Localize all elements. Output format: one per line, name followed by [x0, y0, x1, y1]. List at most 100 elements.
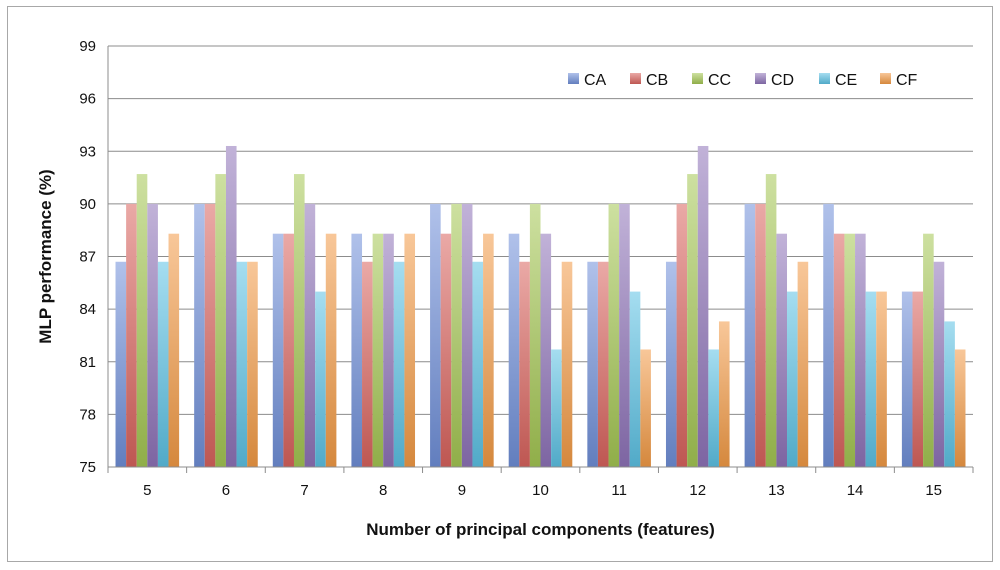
x-axis-title: Number of principal components (features… — [366, 520, 715, 539]
bar-CE-9 — [472, 261, 484, 467]
bar-CF-5 — [168, 233, 180, 467]
axes — [107, 46, 974, 473]
bar-CA-9 — [430, 203, 441, 467]
bar-CA-10 — [508, 233, 520, 467]
bar-CC-14 — [844, 233, 856, 467]
bar-CE-8 — [393, 261, 405, 467]
bar-CD-5 — [147, 203, 158, 467]
x-tick-label: 5 — [143, 482, 151, 499]
bar-CD-13 — [776, 233, 788, 467]
bar-CC-8 — [372, 233, 384, 467]
y-tick-label: 84 — [79, 301, 96, 318]
bar-CA-5 — [115, 261, 127, 467]
bar-CB-12 — [676, 203, 688, 467]
legend-label-CA: CA — [584, 72, 607, 89]
bar-CB-5 — [126, 203, 137, 467]
x-tick-label: 9 — [458, 482, 466, 499]
legend-swatch-CF — [880, 73, 891, 84]
bar-CD-7 — [304, 203, 316, 467]
bar-CE-7 — [315, 291, 326, 467]
bar-CA-11 — [587, 261, 598, 467]
bar-CA-6 — [194, 203, 205, 467]
bar-CC-5 — [136, 174, 148, 467]
bar-CD-8 — [383, 233, 394, 467]
legend-label-CE: CE — [835, 72, 857, 89]
bar-CA-12 — [665, 261, 677, 467]
legend-label-CB: CB — [646, 72, 668, 89]
bar-CB-7 — [283, 233, 294, 467]
x-tick-label: 11 — [611, 482, 627, 499]
bar-CC-12 — [687, 174, 698, 467]
bar-CF-15 — [954, 349, 966, 467]
bar-CC-9 — [451, 203, 462, 467]
bar-CD-14 — [855, 233, 866, 467]
legend-label-CC: CC — [708, 72, 731, 89]
bar-CE-12 — [708, 349, 719, 467]
bar-CC-13 — [765, 174, 777, 467]
y-tick-label: 99 — [79, 38, 96, 55]
bar-CC-11 — [608, 203, 620, 467]
bar-CC-15 — [923, 233, 934, 467]
x-tick-label: 7 — [300, 482, 308, 499]
y-axis-title: MLP performance (%) — [36, 169, 55, 343]
legend-swatch-CE — [819, 73, 830, 84]
bar-CD-10 — [540, 233, 552, 467]
y-tick-labels: 75 78 81 84 87 90 93 96 99 — [79, 38, 96, 476]
x-tick-label: 13 — [768, 482, 785, 499]
bar-CA-14 — [823, 203, 834, 467]
y-tick-label: 87 — [79, 249, 96, 266]
bar-CB-13 — [755, 203, 766, 467]
bar-CA-15 — [901, 291, 913, 467]
bar-CF-14 — [876, 291, 887, 467]
bar-CE-5 — [157, 261, 169, 467]
bar-CD-12 — [697, 145, 709, 468]
bar-CB-15 — [912, 291, 924, 467]
x-tick-label: 14 — [847, 482, 864, 499]
bar-CB-8 — [362, 261, 373, 467]
bar-CE-11 — [629, 291, 641, 467]
bar-CF-10 — [561, 261, 573, 467]
bar-CF-8 — [404, 233, 416, 467]
bar-CF-13 — [797, 261, 809, 467]
bar-CC-7 — [293, 174, 305, 467]
bar-CD-9 — [461, 203, 473, 467]
legend-label-CD: CD — [771, 72, 794, 89]
bar-CC-10 — [529, 203, 541, 467]
bar-CD-6 — [225, 145, 237, 468]
bar-CE-6 — [236, 261, 248, 467]
legend-swatch-CD — [755, 73, 766, 84]
y-tick-label: 75 — [79, 459, 96, 476]
y-tick-label: 93 — [79, 143, 96, 160]
bar-CE-15 — [944, 321, 955, 467]
bar-CD-15 — [933, 261, 945, 467]
x-tick-label: 12 — [689, 482, 706, 499]
bar-CF-9 — [483, 233, 494, 467]
bar-CC-6 — [215, 174, 226, 467]
y-tick-label: 96 — [79, 91, 96, 108]
x-tick-label: 10 — [532, 482, 549, 499]
bar-CB-10 — [519, 261, 530, 467]
legend-swatch-CB — [630, 73, 641, 84]
x-tick-label: 8 — [379, 482, 387, 499]
legend-swatch-CC — [692, 73, 703, 84]
bar-CA-13 — [744, 203, 756, 467]
y-tick-label: 90 — [79, 196, 96, 213]
bar-CF-11 — [640, 349, 651, 467]
bar-CF-12 — [718, 321, 730, 467]
bar-CB-9 — [440, 233, 452, 467]
bar-CB-11 — [597, 261, 609, 467]
bar-CB-14 — [833, 233, 845, 467]
y-tick-label: 78 — [79, 406, 96, 423]
bar-CE-10 — [551, 349, 562, 467]
bar-CA-7 — [272, 233, 284, 467]
x-tick-labels: 5 6 7 8 9 10 11 12 13 14 15 — [143, 482, 942, 499]
legend: CA CB CC CD CE CF — [568, 72, 918, 89]
bar-CF-6 — [247, 261, 258, 467]
bars — [115, 145, 966, 468]
legend-swatch-CA — [568, 73, 579, 84]
bar-CA-8 — [351, 233, 363, 467]
x-tick-label: 15 — [925, 482, 942, 499]
bar-CE-13 — [787, 291, 798, 467]
bar-CB-6 — [204, 203, 216, 467]
